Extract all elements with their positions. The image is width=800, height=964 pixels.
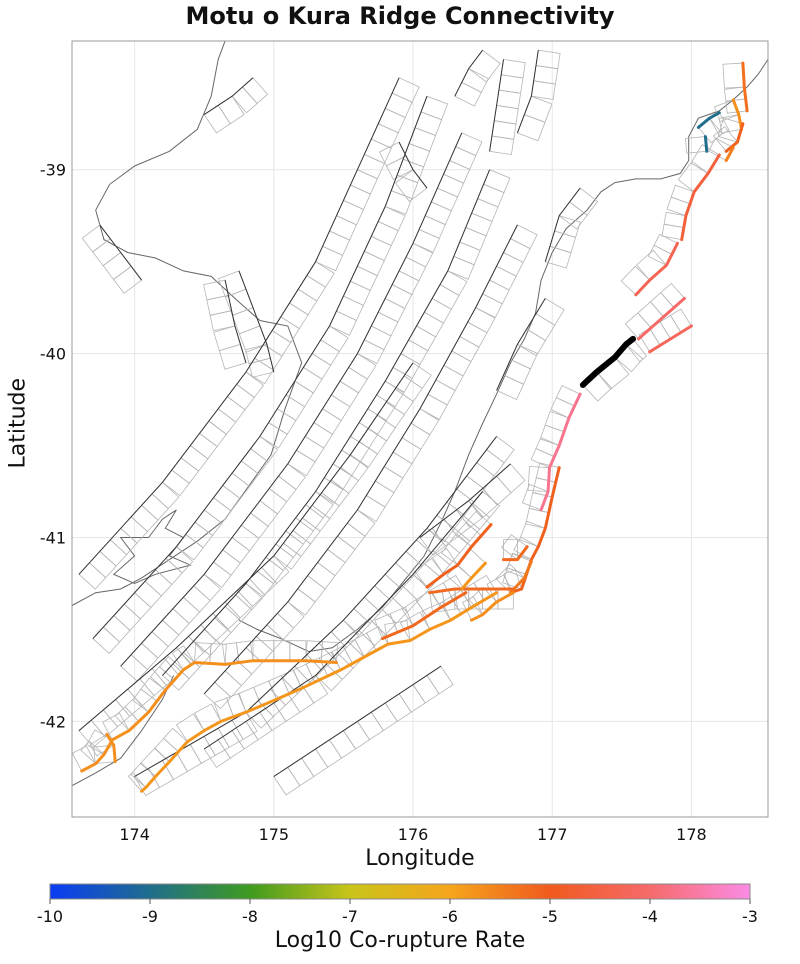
fault-trace [120, 132, 463, 667]
colorbar-ticks: -10 -9 -8 -7 -6 -5 -4 -3 [37, 899, 758, 926]
x-tick-label: 175 [259, 825, 290, 844]
colorbar-label: Log10 Co-rupture Rate [274, 928, 526, 953]
x-axis-label: Longitude [365, 846, 475, 871]
connected-fault-trace [140, 591, 499, 793]
fault-trace [162, 169, 491, 676]
connected-fault-trace [648, 324, 693, 354]
y-axis-label: Latitude [5, 377, 31, 469]
map-layers [72, 41, 768, 797]
x-tick-label: 177 [537, 825, 568, 844]
fault-trace [134, 436, 497, 777]
coastline-segment [112, 509, 192, 585]
fault-trace [78, 77, 400, 575]
y-axis-ticks: -39 -40 -41 -42 [40, 161, 66, 732]
fault-trace [203, 491, 483, 750]
y-tick-label: -40 [40, 345, 66, 364]
fault-trace [203, 77, 254, 116]
connected-fault-trace [509, 466, 561, 595]
connected-fault-trace [80, 659, 338, 773]
connected-fault-trace [428, 587, 515, 595]
colorbar [49, 883, 751, 900]
connected-fault-trace [703, 135, 709, 153]
fault-trace [398, 141, 428, 189]
colorbar-tick-label: -7 [342, 907, 358, 926]
x-tick-label: 174 [119, 825, 150, 844]
connected-fault-trace [502, 545, 529, 562]
fault-trace [224, 279, 247, 363]
fault-trace [273, 665, 442, 777]
connected-fault-trace [696, 111, 721, 129]
fault-trace [419, 463, 511, 538]
fault-trace [78, 362, 414, 731]
y-tick-label: -42 [40, 712, 66, 731]
connected-fault-trace [470, 591, 515, 622]
connected-fault-trace [539, 392, 582, 512]
fault-trace [238, 270, 275, 373]
connected-fault-trace [637, 296, 686, 341]
coastline-segment [72, 675, 175, 787]
connected-fault-trace [741, 61, 749, 113]
coastline-segment [72, 41, 303, 606]
fault-trace [496, 298, 546, 391]
colorbar-tick-label: -10 [37, 907, 63, 926]
colorbar-tick-label: -6 [442, 907, 458, 926]
connected-fault-trace [380, 591, 468, 641]
x-axis-ticks: 174 175 176 177 178 [119, 825, 706, 844]
y-tick-label: -39 [40, 161, 66, 180]
connected-fault-trace [509, 559, 533, 595]
map-title: Motu o Kura Ridge Connectivity [185, 2, 615, 30]
connected-fault-trace [634, 241, 679, 297]
connected-fault-trace [105, 732, 117, 764]
y-tick-label: -41 [40, 528, 66, 547]
x-tick-label: 176 [398, 825, 429, 844]
fault-trace [544, 187, 581, 262]
fault-trace [203, 224, 518, 695]
colorbar-tick-label: -5 [542, 907, 558, 926]
fault-trace [516, 50, 539, 134]
plot-frame [71, 40, 769, 818]
colorbar-tick-label: -3 [742, 907, 758, 926]
x-tick-label: 178 [676, 825, 707, 844]
colorbar-tick-label: -8 [242, 907, 258, 926]
fault-trace [92, 96, 428, 639]
connected-fault-trace [425, 523, 493, 589]
connected-fault-trace [724, 146, 735, 162]
source-fault [579, 335, 636, 388]
fault-traces [78, 49, 581, 777]
colorbar-tick-label: -4 [642, 907, 658, 926]
fault-trace [99, 224, 142, 281]
fault-trace [454, 49, 483, 97]
connected-fault-trace [724, 122, 745, 153]
connected-faults [80, 61, 749, 793]
connected-fault-trace [680, 153, 721, 242]
connected-fault-trace [731, 98, 744, 131]
colorbar-tick-label: -9 [142, 907, 158, 926]
source-fault-trace [579, 335, 636, 388]
fault-trace [489, 59, 504, 152]
connected-fault-trace [460, 561, 487, 591]
